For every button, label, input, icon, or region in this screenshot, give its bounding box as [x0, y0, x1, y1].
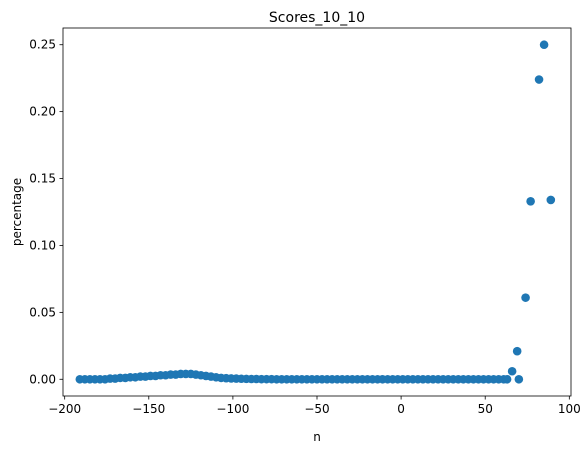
- x-tick-label: −150: [132, 402, 165, 416]
- x-tick-label: −200: [48, 402, 81, 416]
- data-point: [521, 293, 530, 302]
- chart-title: Scores_10_10: [269, 10, 365, 26]
- data-point: [507, 366, 517, 376]
- x-axis-label: n: [313, 430, 321, 444]
- x-axis: −200 −150 −100 −50 0 50 100: [48, 396, 581, 416]
- y-tick-label: 0.10: [29, 238, 56, 252]
- y-tick-label: 0.05: [29, 305, 56, 319]
- y-tick-label: 0.20: [29, 105, 56, 119]
- y-tick-label: 0.00: [29, 372, 56, 386]
- plot-area: [63, 28, 571, 396]
- x-tick-label: 100: [558, 402, 581, 416]
- x-tick-label: 50: [478, 402, 493, 416]
- y-axis: 0.00 0.05 0.10 0.15 0.20 0.25: [29, 38, 63, 386]
- y-tick-label: 0.25: [29, 38, 56, 52]
- x-tick-label: −50: [304, 402, 329, 416]
- data-point: [526, 196, 535, 206]
- data-point: [502, 374, 512, 384]
- x-tick-label: −100: [216, 402, 249, 416]
- data-point: [512, 346, 522, 356]
- data-point: [539, 40, 549, 50]
- data-point: [534, 75, 544, 84]
- data-point: [546, 195, 556, 205]
- data-points: [75, 40, 556, 384]
- data-point: [514, 374, 524, 384]
- x-tick-label: 0: [397, 402, 405, 416]
- y-axis-label: percentage: [10, 178, 24, 246]
- y-tick-label: 0.15: [29, 172, 56, 186]
